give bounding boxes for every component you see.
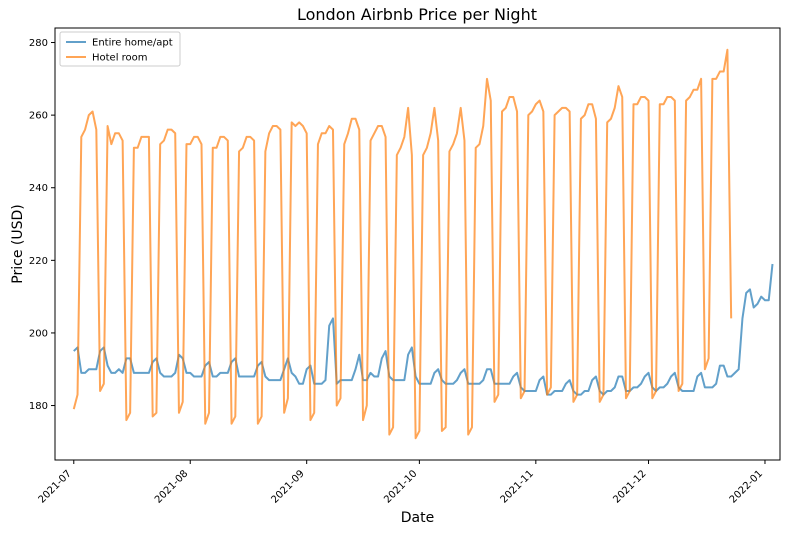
y-axis: 180 200 220 240 260 280 xyxy=(29,38,55,412)
legend-label: Entire home/apt xyxy=(92,38,173,49)
plot-area xyxy=(54,27,781,461)
y-tick-label: 180 xyxy=(29,401,48,412)
legend-label: Hotel room xyxy=(92,53,148,64)
series-line-1 xyxy=(72,48,733,440)
y-tick-label: 260 xyxy=(29,111,48,122)
x-axis-title: Date xyxy=(401,510,434,526)
chart-title: London Airbnb Price per Night xyxy=(297,5,537,24)
y-axis-title: Price (USD) xyxy=(10,204,26,283)
y-tick-label: 240 xyxy=(29,183,48,194)
y-tick-label: 280 xyxy=(29,38,48,49)
y-tick-label: 220 xyxy=(29,256,48,267)
series-layer xyxy=(72,48,774,440)
legend-box xyxy=(59,31,181,67)
y-tick-label: 200 xyxy=(29,328,48,339)
legend: Entire home/apt Hotel room xyxy=(59,31,181,67)
